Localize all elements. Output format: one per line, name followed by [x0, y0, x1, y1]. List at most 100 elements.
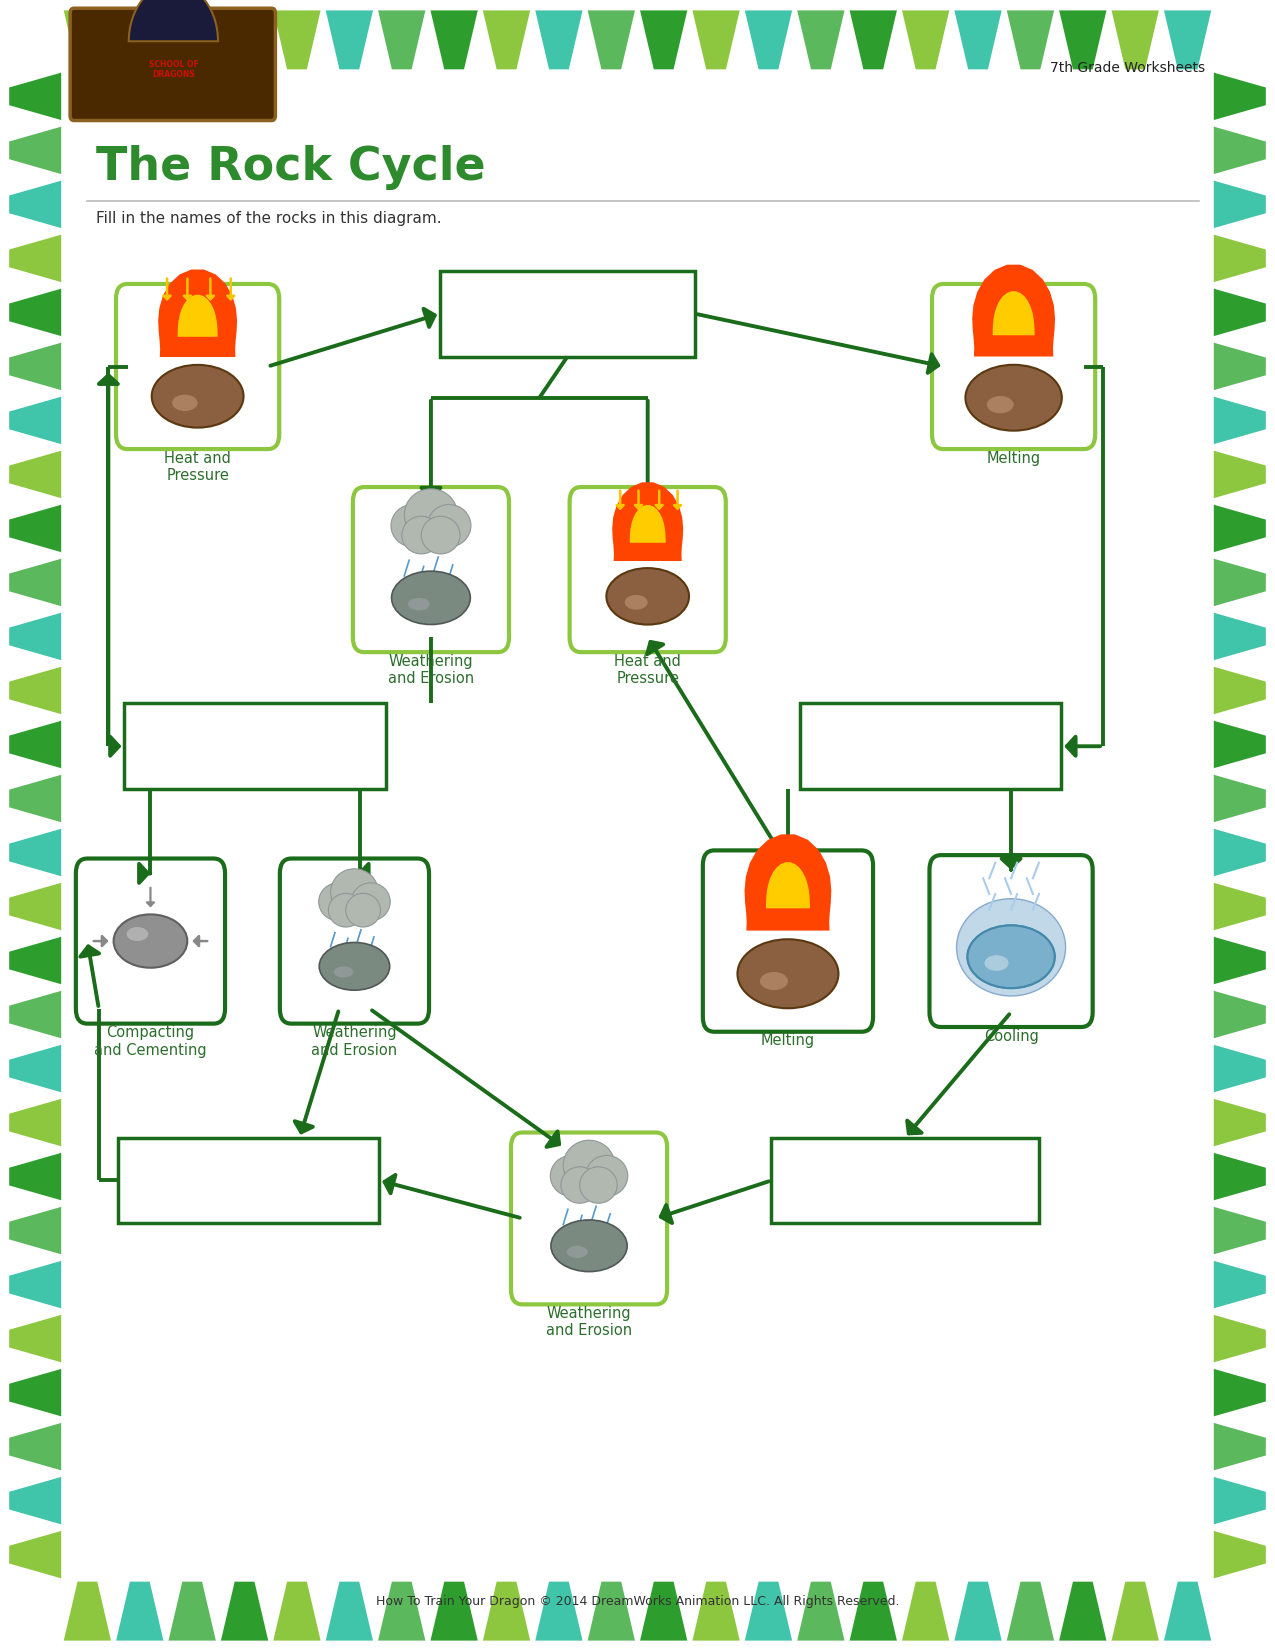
- Ellipse shape: [427, 505, 470, 546]
- Ellipse shape: [551, 1156, 593, 1197]
- Ellipse shape: [760, 972, 788, 991]
- Ellipse shape: [965, 365, 1062, 431]
- Polygon shape: [745, 1582, 792, 1641]
- Polygon shape: [1007, 1582, 1054, 1641]
- Polygon shape: [177, 296, 218, 337]
- Polygon shape: [1214, 1261, 1266, 1308]
- Polygon shape: [9, 73, 61, 121]
- Polygon shape: [1214, 883, 1266, 930]
- Polygon shape: [745, 834, 831, 931]
- Polygon shape: [536, 10, 583, 69]
- Polygon shape: [273, 10, 320, 69]
- Polygon shape: [9, 396, 61, 444]
- Polygon shape: [901, 1582, 950, 1641]
- Ellipse shape: [585, 1156, 627, 1197]
- Polygon shape: [9, 667, 61, 715]
- Polygon shape: [9, 180, 61, 228]
- Polygon shape: [483, 10, 530, 69]
- Polygon shape: [9, 1530, 61, 1578]
- Text: The Rock Cycle: The Rock Cycle: [96, 145, 486, 190]
- Ellipse shape: [564, 1141, 615, 1190]
- Polygon shape: [1214, 127, 1266, 173]
- Polygon shape: [1214, 613, 1266, 660]
- Polygon shape: [221, 1582, 268, 1641]
- Polygon shape: [9, 1314, 61, 1362]
- Text: Heat and
Pressure: Heat and Pressure: [164, 451, 231, 484]
- Ellipse shape: [113, 915, 187, 967]
- Text: Fill in the names of the rocks in this diagram.: Fill in the names of the rocks in this d…: [96, 211, 441, 226]
- Polygon shape: [9, 936, 61, 984]
- Ellipse shape: [421, 517, 460, 555]
- Text: Melting: Melting: [987, 451, 1040, 466]
- FancyBboxPatch shape: [75, 859, 224, 1024]
- FancyBboxPatch shape: [511, 1133, 667, 1304]
- Text: Cooling: Cooling: [983, 1029, 1039, 1043]
- FancyBboxPatch shape: [116, 284, 279, 449]
- Polygon shape: [1214, 289, 1266, 337]
- Polygon shape: [9, 558, 61, 606]
- Polygon shape: [168, 10, 215, 69]
- Polygon shape: [9, 774, 61, 822]
- Polygon shape: [9, 883, 61, 930]
- Polygon shape: [9, 1152, 61, 1200]
- Polygon shape: [1214, 991, 1266, 1038]
- Polygon shape: [9, 1045, 61, 1093]
- Polygon shape: [1112, 10, 1159, 69]
- Ellipse shape: [329, 893, 363, 928]
- Polygon shape: [9, 1478, 61, 1524]
- Polygon shape: [1214, 343, 1266, 390]
- Text: SCHOOL OF
DRAGONS: SCHOOL OF DRAGONS: [148, 59, 199, 79]
- Polygon shape: [431, 1582, 478, 1641]
- Polygon shape: [9, 127, 61, 173]
- Bar: [440, 271, 695, 357]
- FancyBboxPatch shape: [570, 487, 725, 652]
- Ellipse shape: [391, 505, 435, 546]
- Polygon shape: [1214, 1100, 1266, 1146]
- Text: Heat and
Pressure: Heat and Pressure: [615, 654, 681, 687]
- Ellipse shape: [351, 883, 390, 921]
- Polygon shape: [379, 1582, 426, 1641]
- Polygon shape: [9, 289, 61, 337]
- Polygon shape: [993, 291, 1034, 335]
- Polygon shape: [640, 10, 687, 69]
- Ellipse shape: [567, 1247, 588, 1258]
- Polygon shape: [1214, 1314, 1266, 1362]
- Polygon shape: [588, 10, 635, 69]
- Ellipse shape: [551, 1220, 627, 1271]
- Polygon shape: [64, 1582, 111, 1641]
- Ellipse shape: [968, 925, 1054, 987]
- Ellipse shape: [580, 1167, 617, 1204]
- Ellipse shape: [126, 928, 148, 941]
- Polygon shape: [325, 10, 374, 69]
- Polygon shape: [1060, 10, 1107, 69]
- Polygon shape: [955, 10, 1002, 69]
- Ellipse shape: [987, 396, 1014, 413]
- Ellipse shape: [334, 966, 353, 977]
- Polygon shape: [901, 10, 950, 69]
- Polygon shape: [766, 862, 810, 908]
- Ellipse shape: [152, 365, 244, 428]
- Polygon shape: [9, 505, 61, 551]
- Ellipse shape: [319, 883, 358, 921]
- Ellipse shape: [402, 517, 441, 555]
- FancyBboxPatch shape: [280, 859, 428, 1024]
- Polygon shape: [158, 269, 237, 357]
- Text: Weathering
and Erosion: Weathering and Erosion: [311, 1025, 398, 1058]
- Polygon shape: [1060, 1582, 1107, 1641]
- Polygon shape: [9, 829, 61, 877]
- Ellipse shape: [330, 868, 379, 915]
- FancyBboxPatch shape: [70, 8, 275, 121]
- Polygon shape: [1112, 1582, 1159, 1641]
- Bar: [799, 703, 1061, 789]
- Bar: [771, 1138, 1039, 1223]
- Polygon shape: [116, 10, 163, 69]
- Ellipse shape: [625, 594, 648, 609]
- Polygon shape: [483, 1582, 530, 1641]
- Ellipse shape: [561, 1167, 598, 1204]
- Polygon shape: [1214, 396, 1266, 444]
- Polygon shape: [1164, 10, 1211, 69]
- Ellipse shape: [408, 598, 430, 611]
- Polygon shape: [588, 1582, 635, 1641]
- Ellipse shape: [404, 489, 458, 540]
- Text: Weathering
and Erosion: Weathering and Erosion: [388, 654, 474, 687]
